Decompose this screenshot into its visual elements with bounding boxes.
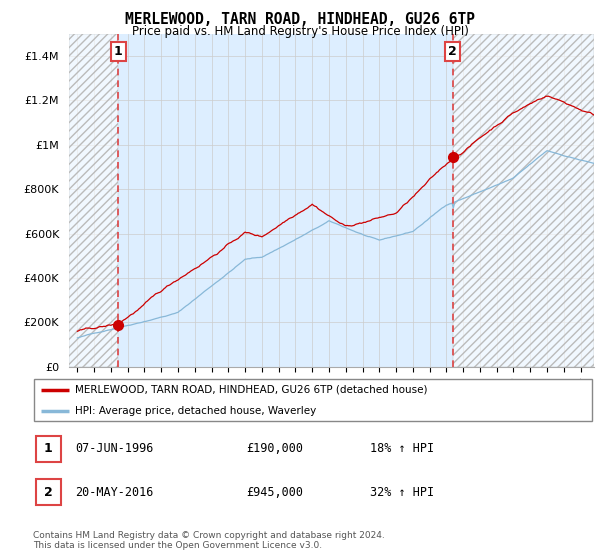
Bar	[453, 34, 594, 367]
Bar	[453, 34, 594, 367]
Bar	[69, 34, 118, 367]
Bar	[69, 34, 118, 367]
Text: 2: 2	[448, 45, 457, 58]
Text: MERLEWOOD, TARN ROAD, HINDHEAD, GU26 6TP: MERLEWOOD, TARN ROAD, HINDHEAD, GU26 6TP	[125, 12, 475, 27]
Text: Price paid vs. HM Land Registry's House Price Index (HPI): Price paid vs. HM Land Registry's House …	[131, 25, 469, 38]
Text: 2: 2	[44, 486, 53, 498]
FancyBboxPatch shape	[36, 436, 61, 462]
Text: 1: 1	[114, 45, 122, 58]
Text: HPI: Average price, detached house, Waverley: HPI: Average price, detached house, Wave…	[75, 406, 316, 416]
Text: MERLEWOOD, TARN ROAD, HINDHEAD, GU26 6TP (detached house): MERLEWOOD, TARN ROAD, HINDHEAD, GU26 6TP…	[75, 385, 428, 395]
Text: 32% ↑ HPI: 32% ↑ HPI	[370, 486, 434, 498]
FancyBboxPatch shape	[36, 479, 61, 505]
Text: £945,000: £945,000	[246, 486, 303, 498]
Text: £190,000: £190,000	[246, 442, 303, 455]
Text: 20-MAY-2016: 20-MAY-2016	[75, 486, 154, 498]
Text: 07-JUN-1996: 07-JUN-1996	[75, 442, 154, 455]
Text: 18% ↑ HPI: 18% ↑ HPI	[370, 442, 434, 455]
Text: Contains HM Land Registry data © Crown copyright and database right 2024.
This d: Contains HM Land Registry data © Crown c…	[33, 531, 385, 550]
FancyBboxPatch shape	[34, 379, 592, 421]
Text: 1: 1	[44, 442, 53, 455]
